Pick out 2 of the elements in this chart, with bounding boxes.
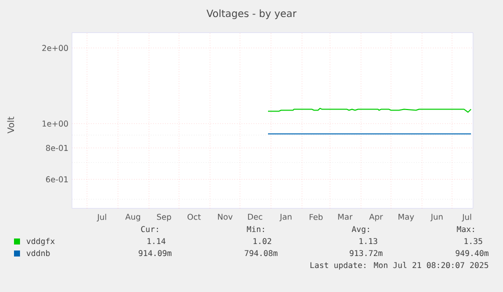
y-axis-title: Volt: [7, 116, 14, 134]
chart-title: Voltages - by year: [206, 9, 297, 20]
